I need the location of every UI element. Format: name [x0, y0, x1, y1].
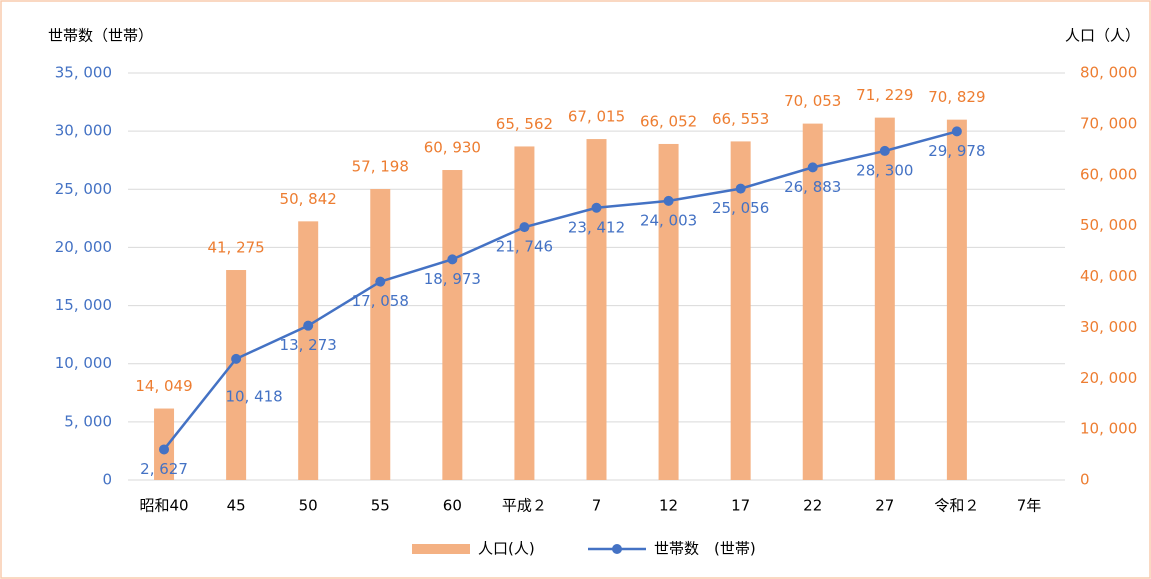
bar — [154, 408, 175, 480]
line-value-label: 10, 418 — [225, 387, 282, 405]
line-marker — [951, 126, 962, 137]
bar — [298, 221, 319, 481]
bar — [658, 143, 679, 480]
y-tick-label: 0 — [102, 471, 112, 489]
y2-tick-label: 10, 000 — [1080, 420, 1137, 438]
line-marker — [519, 222, 530, 233]
y-tick-label: 5, 000 — [64, 412, 112, 430]
y-tick-label: 25, 000 — [55, 180, 112, 198]
line-marker — [375, 276, 386, 287]
x-tick-label: 昭和40 — [139, 497, 188, 515]
line-value-label: 25, 056 — [712, 199, 769, 217]
line-marker — [879, 145, 890, 156]
y2-tick-label: 50, 000 — [1080, 216, 1137, 234]
legend-label: 人口(人) — [478, 540, 535, 558]
y-tick-label: 30, 000 — [55, 122, 112, 140]
line-marker — [159, 444, 170, 455]
line-marker — [447, 254, 458, 265]
line-value-label: 18, 973 — [424, 270, 481, 288]
legend-swatch — [412, 544, 470, 554]
bar — [586, 139, 607, 480]
bar — [226, 270, 247, 480]
bar — [730, 141, 751, 480]
y-tick-label: 20, 000 — [55, 238, 112, 256]
y2-tick-label: 40, 000 — [1080, 267, 1137, 285]
y-tick-label: 35, 000 — [55, 64, 112, 82]
legend-marker — [612, 544, 622, 554]
bar-value-label: 14, 049 — [135, 377, 192, 395]
bar-value-label: 60, 930 — [424, 139, 481, 157]
bar — [442, 170, 463, 481]
bar-value-label: 50, 842 — [280, 190, 337, 208]
line-value-label: 17, 058 — [352, 292, 409, 310]
line-value-label: 13, 273 — [280, 336, 337, 354]
x-tick-label: 55 — [371, 497, 390, 515]
y-tick-label: 15, 000 — [55, 296, 112, 314]
x-tick-label: 7 — [592, 497, 602, 515]
line-marker — [807, 162, 818, 173]
bar-value-label: 66, 052 — [640, 112, 697, 130]
x-tick-label: 12 — [659, 497, 678, 515]
bar — [802, 123, 823, 481]
y2-tick-label: 30, 000 — [1080, 318, 1137, 336]
line-marker — [303, 320, 314, 331]
y2-tick-label: 0 — [1080, 471, 1090, 489]
bar — [370, 189, 391, 480]
line-marker — [663, 195, 674, 206]
line-value-label: 23, 412 — [568, 218, 625, 236]
y2-tick-label: 80, 000 — [1080, 64, 1137, 82]
x-tick-label: 60 — [443, 497, 462, 515]
x-tick-label: 17 — [731, 497, 750, 515]
x-tick-label: 50 — [299, 497, 318, 515]
bar-value-label: 70, 829 — [928, 88, 985, 106]
y2-tick-label: 60, 000 — [1080, 165, 1137, 183]
y2-tick-label: 20, 000 — [1080, 369, 1137, 387]
line-value-label: 2, 627 — [140, 460, 188, 478]
line-value-label: 26, 883 — [784, 178, 841, 196]
x-tick-label: 45 — [227, 497, 246, 515]
line-marker — [591, 202, 602, 213]
line-marker — [735, 183, 746, 194]
x-tick-label: 平成２ — [502, 497, 547, 515]
bar-value-label: 65, 562 — [496, 115, 553, 133]
x-tick-label: 7年 — [1017, 497, 1042, 515]
bar-value-label: 41, 275 — [207, 239, 264, 257]
y2-axis-title: 人口（人） — [1065, 27, 1140, 45]
bar-value-label: 71, 229 — [856, 86, 913, 104]
line-marker — [231, 353, 242, 364]
y2-tick-label: 70, 000 — [1080, 114, 1137, 132]
bar-value-label: 67, 015 — [568, 108, 625, 126]
line-value-label: 24, 003 — [640, 211, 697, 229]
y-axis-title: 世帯数（世帯） — [48, 27, 153, 45]
line-value-label: 21, 746 — [496, 238, 553, 256]
bar-value-label: 66, 553 — [712, 110, 769, 128]
x-tick-label: 27 — [875, 497, 894, 515]
line-value-label: 29, 978 — [928, 142, 985, 160]
x-tick-label: 令和２ — [934, 497, 979, 515]
bar-value-label: 70, 053 — [784, 92, 841, 110]
bar — [514, 146, 535, 481]
bar — [874, 117, 895, 480]
bar — [946, 119, 967, 480]
legend-label: 世帯数 (世帯) — [654, 540, 756, 558]
y-tick-label: 10, 000 — [55, 354, 112, 372]
bar-value-label: 57, 198 — [352, 158, 409, 176]
line — [163, 130, 958, 451]
line-value-label: 28, 300 — [856, 161, 913, 179]
x-tick-label: 22 — [803, 497, 822, 515]
